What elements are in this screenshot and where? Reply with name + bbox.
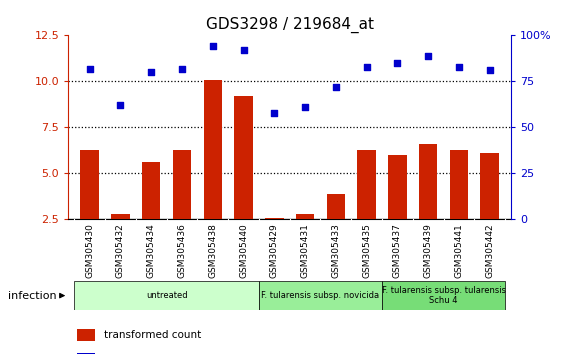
Bar [382,281,505,310]
Point [393,60,402,66]
Point [300,104,310,110]
Bar [419,144,437,219]
Bar [173,149,191,219]
Point [208,44,218,49]
Point [116,103,125,108]
Text: GSM305441: GSM305441 [454,223,463,278]
Bar [77,329,95,341]
Text: GSM305430: GSM305430 [85,223,94,278]
Bar [265,218,283,219]
Bar [327,194,345,219]
Bar [111,214,130,219]
Text: GSM305442: GSM305442 [485,223,494,278]
Text: transformed count: transformed count [103,330,201,340]
Text: GSM305433: GSM305433 [331,223,340,278]
Bar [77,353,95,354]
Text: GSM305438: GSM305438 [208,223,218,278]
Bar [74,281,259,310]
Point [424,53,433,58]
Point [147,69,156,75]
Text: GSM305436: GSM305436 [177,223,186,278]
Point [85,66,94,72]
Bar [234,96,253,219]
Text: GSM305431: GSM305431 [300,223,310,278]
Bar [388,155,407,219]
Point [454,64,463,69]
Text: GSM305435: GSM305435 [362,223,371,278]
Text: F. tularensis subsp. tularensis
Schu 4: F. tularensis subsp. tularensis Schu 4 [382,286,506,305]
Bar [296,214,314,219]
Bar [259,281,382,310]
Text: GSM305434: GSM305434 [147,223,156,278]
Point [331,84,340,90]
Point [270,110,279,115]
Point [362,64,371,69]
Text: GSM305429: GSM305429 [270,223,279,278]
Bar [203,80,222,219]
Text: GSM305439: GSM305439 [424,223,433,278]
Point [239,47,248,53]
Text: GSM305437: GSM305437 [393,223,402,278]
Title: GDS3298 / 219684_at: GDS3298 / 219684_at [206,16,374,33]
Text: GSM305440: GSM305440 [239,223,248,278]
Point [485,68,494,73]
Text: GSM305432: GSM305432 [116,223,125,278]
Bar [142,162,160,219]
Bar [450,149,468,219]
Bar [481,153,499,219]
Text: F. tularensis subsp. novicida: F. tularensis subsp. novicida [261,291,379,300]
Bar [81,149,99,219]
Text: untreated: untreated [146,291,187,300]
Text: infection: infection [8,291,57,301]
Point [177,66,186,72]
Bar [357,149,376,219]
